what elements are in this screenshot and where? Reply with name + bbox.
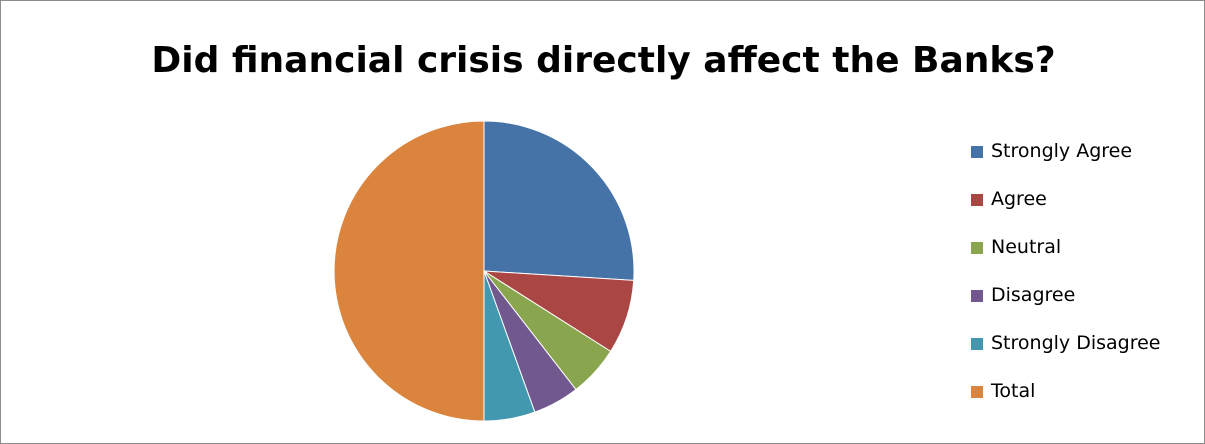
legend-label: Total — [991, 380, 1036, 402]
legend-label: Strongly Disagree — [991, 332, 1161, 354]
legend-swatch — [971, 194, 983, 206]
pie-slice-total — [333, 120, 485, 422]
legend-label: Agree — [991, 188, 1047, 210]
legend-item-disagree: Disagree — [971, 283, 1201, 307]
legend-item-neutral: Neutral — [971, 235, 1201, 259]
legend-label: Disagree — [991, 284, 1076, 306]
pie-slice-strongly-agree — [483, 120, 635, 281]
legend-swatch — [971, 146, 983, 158]
legend-swatch — [971, 338, 983, 350]
legend-swatch — [971, 386, 983, 398]
legend-swatch — [971, 290, 983, 302]
legend-swatch — [971, 242, 983, 254]
legend-label: Neutral — [991, 236, 1062, 258]
legend-item-strongly-agree: Strongly Agree — [971, 139, 1201, 163]
legend-item-agree: Agree — [971, 187, 1201, 211]
legend-item-total: Total — [971, 379, 1201, 403]
legend-label: Strongly Agree — [991, 140, 1133, 162]
legend-item-strongly-disagree: Strongly Disagree — [971, 331, 1201, 355]
pie-chart — [333, 120, 635, 422]
chart-title: Did financial crisis directly affect the… — [151, 40, 1056, 81]
chart-legend: Strongly Agree Agree Neutral Disagree Strong… — [971, 139, 1201, 427]
